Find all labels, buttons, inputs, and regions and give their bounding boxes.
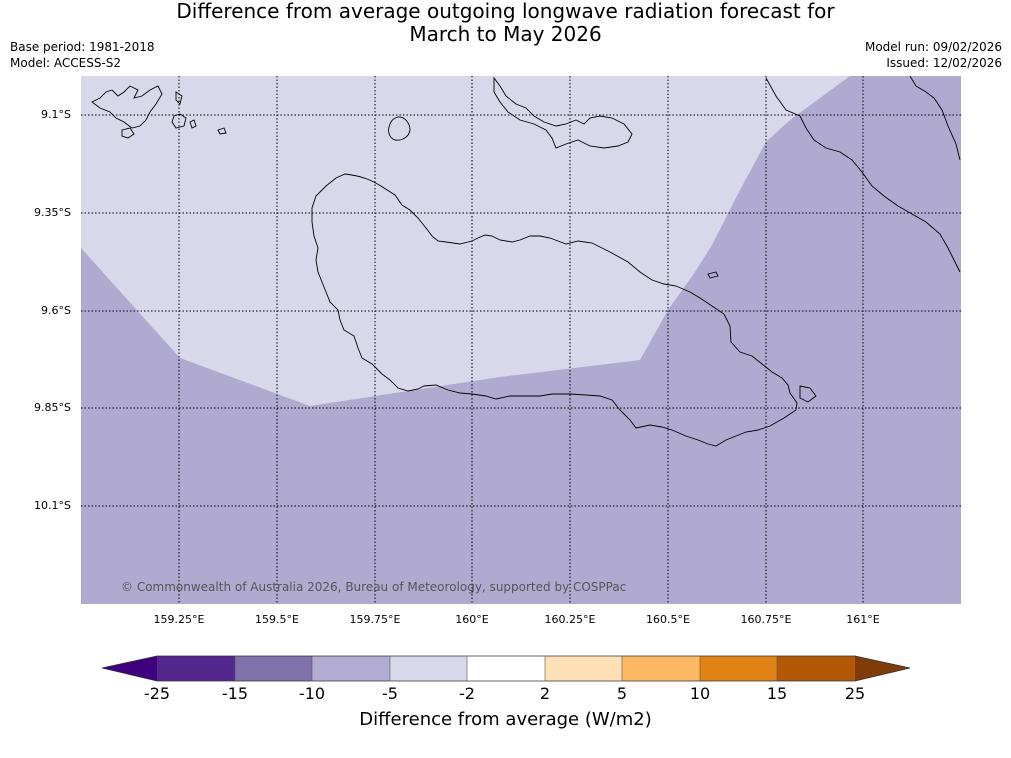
coast-east-coastline [765,77,961,273]
colorbar-tick: 15 [766,684,788,703]
lon-label: 160.25°E [544,613,596,626]
title-line-1: Difference from average outgoing longwav… [176,0,835,23]
meta-right: Model run: 09/02/2026 Issued: 12/02/2026 [865,39,1002,71]
colorbar-segment [235,656,312,681]
lat-label: 9.85°S [34,401,71,414]
colorbar-tick: -10 [298,684,326,703]
colorbar-segment [700,656,777,681]
graticule [81,76,961,604]
islet-coastline [799,385,817,403]
base-period: Base period: 1981-2018 [10,40,155,54]
lon-label: 161°E [846,613,880,626]
islet-coastline [171,113,187,129]
issued-date: Issued: 12/02/2026 [886,56,1002,70]
colorbar-segment [777,656,855,681]
colorbar-segment [467,656,545,681]
colorbar-tick: 5 [616,684,628,703]
island-main-coastline [311,173,798,447]
lon-label: 160.75°E [740,613,792,626]
lon-label: 159.75°E [349,613,401,626]
colorbar [101,655,911,682]
lat-label: 9.1°S [41,108,71,121]
lat-label: 9.35°S [34,206,71,219]
colorbar-segment [545,656,622,681]
lon-label: 160.5°E [646,613,690,626]
colorbar-tick: -5 [382,684,398,703]
colorbar-segment [622,656,700,681]
lon-label: 160°E [455,613,489,626]
chart-title: Difference from average outgoing longwav… [0,0,1011,46]
islet-coastline [707,271,719,279]
coast-northeast-coastline [909,76,961,161]
colorbar-segment [312,656,390,681]
islet-coastline [175,91,183,105]
islet-coastline [189,119,197,129]
colorbar-segment [390,656,467,681]
lon-label: 159.5°E [255,613,299,626]
colorbar-label: Difference from average (W/m2) [359,709,652,730]
colorbar-tick: 10 [689,684,711,703]
colorbar-outline [101,655,911,682]
lon-label: 159.25°E [153,613,205,626]
colorbar-extend-max [855,656,910,681]
small-island-coastline [388,116,411,141]
island-north-coastline [493,76,633,149]
colorbar-tick: -15 [221,684,249,703]
lat-label: 9.6°S [41,304,71,317]
map-region-light [81,76,850,406]
island-northwest-coastline [91,85,163,129]
colorbar-dividers [234,656,778,681]
meta-left: Base period: 1981-2018 Model: ACCESS-S2 [10,39,155,71]
model-name: Model: ACCESS-S2 [10,56,122,70]
colorbar-tick: 25 [844,684,866,703]
copyright-notice: © Commonwealth of Australia 2026, Bureau… [121,580,627,594]
title-line-2: March to May 2026 [409,22,602,46]
colorbar-tick: 2 [539,684,551,703]
colorbar-segment [157,656,235,681]
model-run: Model run: 09/02/2026 [864,40,1002,54]
coastlines [91,76,961,447]
colorbar-tick: -2 [459,684,475,703]
colorbar-tick: -25 [143,684,171,703]
colorbar-extend-min [102,656,157,681]
islet-coastline [217,127,227,135]
islet-coastline [121,127,135,139]
lat-label: 10.1°S [34,499,71,512]
